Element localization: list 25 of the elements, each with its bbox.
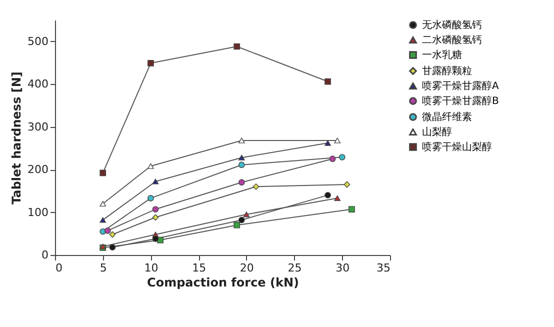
x-tick-label: 30: [336, 262, 350, 274]
x-tick-label: 15: [192, 262, 206, 274]
x-tick-label: 35: [376, 262, 390, 274]
x-tick-label: 5: [100, 262, 107, 274]
x-tick-label: 25: [288, 262, 302, 274]
legend-label: 喷雾干燥山梨醇: [422, 141, 492, 153]
legend-label: 喷雾干燥甘露醇A: [422, 80, 499, 92]
legend-label: 一水乳糖: [422, 49, 462, 61]
y-tick-label: 500: [28, 34, 48, 48]
x-tick-label: 10: [144, 262, 158, 274]
y-tick-label: 400: [28, 78, 48, 91]
legend-label: 山梨醇: [422, 126, 452, 138]
y-tick-label: 200: [28, 163, 48, 176]
y-tick-label: 300: [28, 120, 48, 134]
legend-label: 二水磷酸氢钙: [422, 34, 482, 46]
x-tick-label: 0: [56, 262, 62, 274]
x-axis-title: Compaction force (kN): [147, 276, 299, 290]
legend-label: 微晶纤维素: [422, 111, 472, 123]
legend-label: 甘露醇颗粒: [422, 65, 472, 77]
y-tick-label: 100: [28, 206, 48, 219]
y-tick-label: 0: [42, 248, 48, 262]
x-tick-label: 20: [240, 262, 254, 274]
legend-label: 无水磷酸氢钙: [422, 19, 482, 31]
legend-label: 喷雾干燥甘露醇B: [422, 95, 499, 107]
y-axis-title: Tablet hardness [N]: [10, 72, 24, 204]
